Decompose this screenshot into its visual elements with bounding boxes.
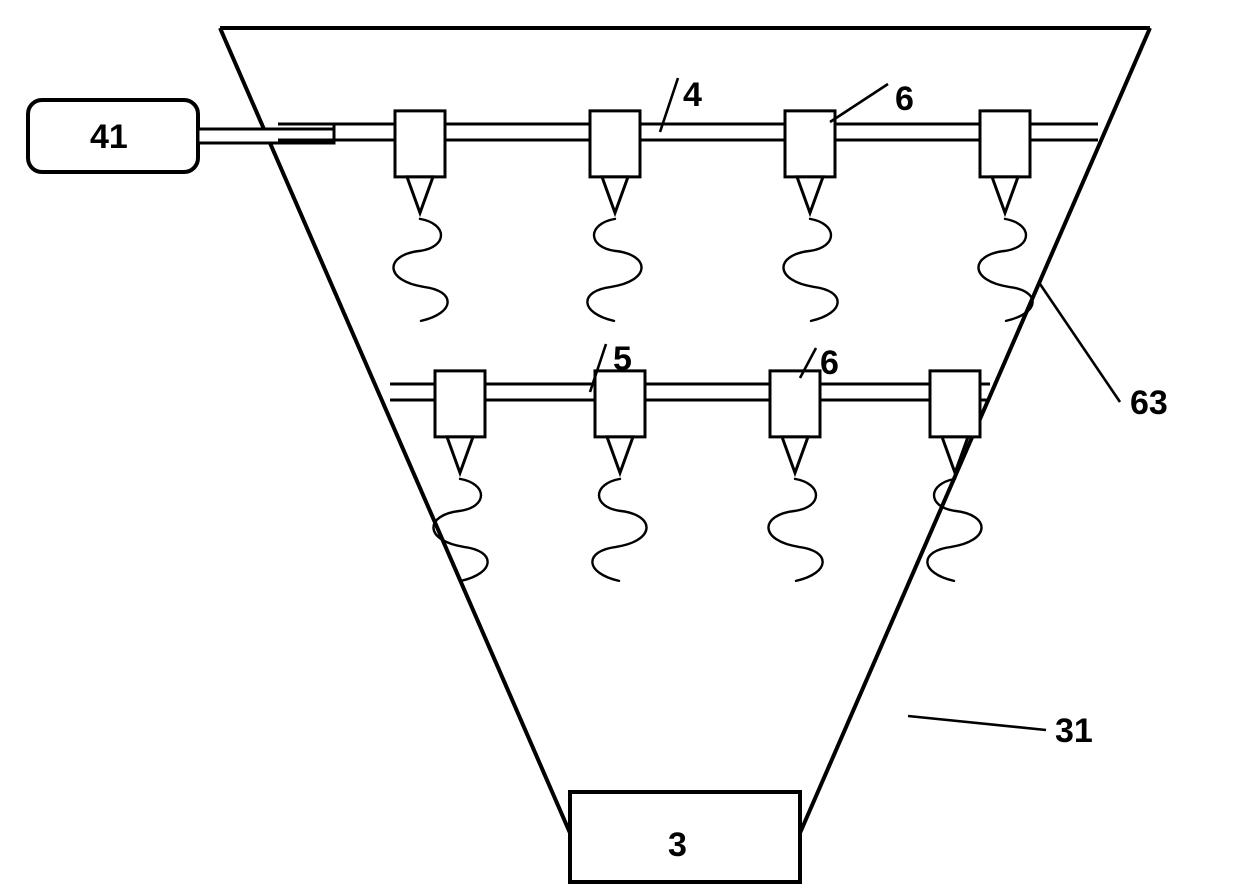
lower-drill-body-3 <box>930 371 980 437</box>
lower-drill-tip-1 <box>607 437 633 473</box>
label-funnel-wall: 31 <box>1055 712 1093 750</box>
upper-drill-tip-2 <box>797 177 823 213</box>
label-lower-shaft: 5 <box>613 340 632 378</box>
upper-drill-coil-3 <box>978 219 1032 321</box>
lower-drill-coil-0 <box>433 479 487 581</box>
lower-drill-body-0 <box>435 371 485 437</box>
lower-drill-coil-1 <box>592 479 646 581</box>
lower-drill-coil-3 <box>927 479 981 581</box>
label-outlet: 3 <box>668 826 687 864</box>
lower-drill-coil-2 <box>768 479 822 581</box>
upper-drill-body-0 <box>395 111 445 177</box>
label-coil-leader <box>1040 284 1120 402</box>
upper-drill-coil-2 <box>783 219 837 321</box>
label-drill-lower: 6 <box>820 344 839 382</box>
label-coil: 63 <box>1130 384 1168 422</box>
label-motor: 41 <box>90 118 128 156</box>
label-funnel-wall-leader <box>908 716 1046 730</box>
upper-drill-tip-1 <box>602 177 628 213</box>
upper-drill-body-3 <box>980 111 1030 177</box>
label-drill-upper: 6 <box>895 80 914 118</box>
upper-drill-coil-1 <box>587 219 641 321</box>
upper-drill-body-1 <box>590 111 640 177</box>
upper-drill-body-2 <box>785 111 835 177</box>
upper-drill-tip-3 <box>992 177 1018 213</box>
label-upper-shaft: 4 <box>683 76 702 114</box>
lower-drill-body-2 <box>770 371 820 437</box>
lower-drill-tip-0 <box>447 437 473 473</box>
lower-drill-tip-2 <box>782 437 808 473</box>
label-drill-upper-leader <box>830 84 888 122</box>
lower-drill-body-1 <box>595 371 645 437</box>
upper-drill-tip-0 <box>407 177 433 213</box>
upper-drill-coil-0 <box>393 219 447 321</box>
